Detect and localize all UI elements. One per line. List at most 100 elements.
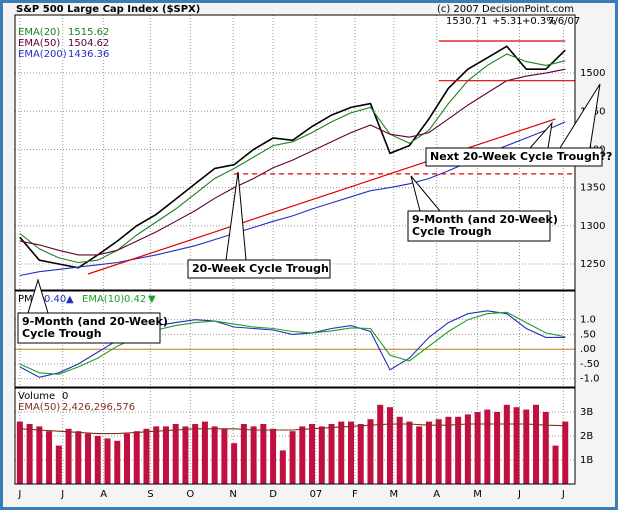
annotation: 9-Month (and 20-Week) xyxy=(22,315,168,328)
volume-bar xyxy=(289,431,296,484)
volume-bar xyxy=(231,443,238,484)
chart-title: S&P 500 Large Cap Index ($SPX) xyxy=(16,4,200,15)
x-tick-label: A xyxy=(100,489,107,500)
legend-value: 1515.62 xyxy=(68,27,109,38)
volume-bar xyxy=(328,424,335,484)
volume-bar xyxy=(435,419,442,484)
y-tick-label: 1B xyxy=(580,455,593,466)
volume-bar xyxy=(552,445,559,484)
volume-bar xyxy=(386,407,393,484)
callout-box xyxy=(425,147,603,167)
annotation: 9-Month (and 20-Week) xyxy=(412,213,558,226)
volume-bar xyxy=(377,404,384,484)
legend-name: EMA(200) xyxy=(18,49,67,60)
legend-value: 0.40 xyxy=(44,294,66,305)
x-tick-label: 07 xyxy=(310,489,323,500)
volume-bar xyxy=(36,426,43,484)
series-line xyxy=(19,68,566,256)
legend-value: 2,426,296,576 xyxy=(62,402,135,413)
volume-bar xyxy=(16,421,23,484)
volume-bar xyxy=(455,416,462,484)
volume-bar xyxy=(474,412,481,484)
legend-name: EMA(50) xyxy=(18,38,60,49)
legend-symbol: ▲ xyxy=(66,294,74,305)
volume-bar xyxy=(65,428,72,484)
volume-bar xyxy=(406,421,413,484)
quote: +5.31 xyxy=(492,16,523,27)
legend-name: Volume xyxy=(18,391,55,402)
quote: 7/6/07 xyxy=(548,16,580,27)
copyright: (c) 2007 DecisionPoint.com xyxy=(437,4,574,15)
y-tick-label: 1500 xyxy=(580,68,605,79)
volume-bar xyxy=(513,407,520,484)
volume-bar xyxy=(503,404,510,484)
series-line xyxy=(19,53,566,264)
legend-name: EMA(20) xyxy=(18,27,60,38)
volume-bar xyxy=(533,404,540,484)
annotation: Cycle Trough xyxy=(22,327,102,340)
volume-bar xyxy=(94,436,101,484)
y-tick-label: -.50 xyxy=(580,359,600,370)
panel-border xyxy=(14,290,576,388)
volume-bar xyxy=(309,424,316,484)
volume-bar xyxy=(260,424,267,484)
volume-bar xyxy=(143,428,150,484)
volume-bar xyxy=(55,445,62,484)
volume-bar xyxy=(270,428,277,484)
volume-bar xyxy=(523,409,530,484)
y-tick-label: 1350 xyxy=(580,183,605,194)
annotation: 20-Week Cycle Trough xyxy=(192,262,329,275)
y-tick-label: 3B xyxy=(580,407,593,418)
y-tick-label: .00 xyxy=(580,344,596,355)
volume-bar xyxy=(46,431,53,484)
x-tick-label: J xyxy=(60,489,64,500)
callout-box xyxy=(17,312,161,344)
annotation: Next 20-Week Cycle Trough?? xyxy=(430,150,612,163)
annotation: Cycle Trough xyxy=(412,225,492,238)
volume-bar xyxy=(221,428,228,484)
series-line xyxy=(19,310,566,378)
x-tick-label: O xyxy=(186,489,194,500)
trendline xyxy=(87,118,556,275)
y-tick-label: -1.0 xyxy=(580,374,600,385)
x-tick-label: J xyxy=(517,489,521,500)
volume-bar xyxy=(494,412,501,484)
volume-bar xyxy=(348,421,354,484)
volume-bar xyxy=(279,450,286,484)
volume-bar xyxy=(464,414,471,484)
series-line xyxy=(19,311,566,375)
volume-bar xyxy=(562,421,569,484)
x-tick-label: F xyxy=(352,489,358,500)
legend-value: 0 xyxy=(62,391,68,402)
x-tick-label: A xyxy=(433,489,440,500)
panel-border xyxy=(14,387,576,485)
series-line xyxy=(19,423,566,435)
volume-bar xyxy=(367,419,374,484)
x-tick-label: S xyxy=(147,489,153,500)
y-tick-label: 1300 xyxy=(580,221,605,232)
volume-bar xyxy=(85,433,92,484)
legend-name: EMA(10) xyxy=(82,294,124,305)
x-tick-label: M xyxy=(390,489,399,500)
quote: +0.3% xyxy=(522,16,556,27)
volume-bar xyxy=(133,431,140,484)
volume-bar xyxy=(318,426,325,484)
volume-bar xyxy=(542,412,549,484)
x-tick-label: N xyxy=(229,489,236,500)
x-tick-label: D xyxy=(269,489,277,500)
legend-value: 0.42 xyxy=(124,294,146,305)
legend-name: EMA(50) xyxy=(18,402,60,413)
volume-bar xyxy=(250,426,257,484)
series-line xyxy=(19,45,566,269)
volume-bar xyxy=(201,421,208,484)
volume-bar xyxy=(26,424,33,484)
volume-bar xyxy=(338,421,345,484)
y-tick-label: 2B xyxy=(580,431,593,442)
volume-bar xyxy=(172,424,179,484)
volume-bar xyxy=(396,416,403,484)
volume-bar xyxy=(104,438,111,484)
volume-bar xyxy=(425,421,432,484)
volume-bar xyxy=(192,424,199,484)
y-tick-label: 1.0 xyxy=(580,315,596,326)
